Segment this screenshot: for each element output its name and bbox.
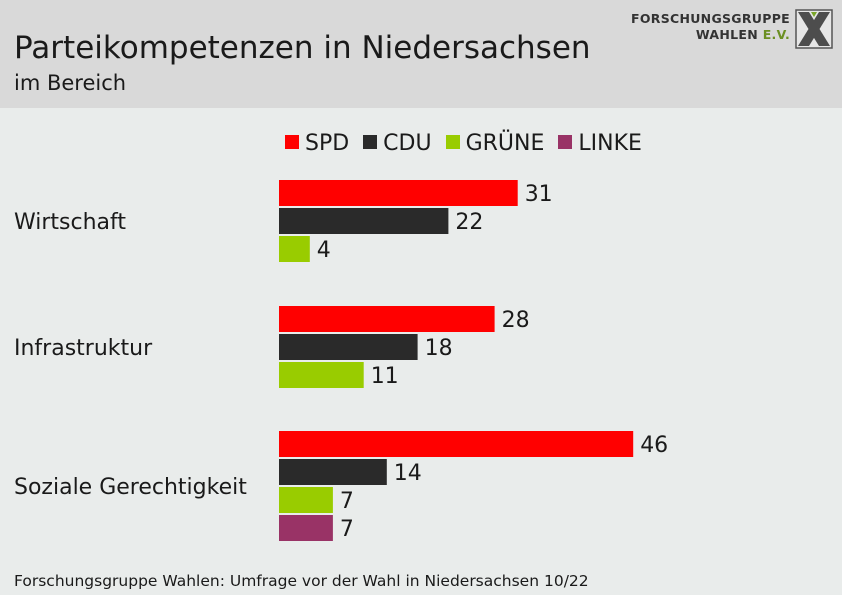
logo-mark-icon <box>795 9 833 49</box>
bar-grüne-1 <box>279 362 364 388</box>
category-label: Soziale Gerechtigkeit <box>14 475 247 500</box>
header-band: Parteikompetenzen in Niedersachsen im Be… <box>0 0 842 108</box>
category-label: Infrastruktur <box>14 336 153 361</box>
logo-line2-main: WAHLEN <box>695 27 763 42</box>
chart-subtitle: im Bereich <box>14 71 127 95</box>
legend-label: LINKE <box>578 131 642 156</box>
value-label: 4 <box>317 238 331 263</box>
logo-line2-suffix: E.V. <box>762 27 790 42</box>
legend-item-linke: LINKE <box>558 131 642 156</box>
legend-item-cdu: CDU <box>363 131 432 156</box>
bar-cdu-0 <box>279 208 449 234</box>
value-label: 7 <box>340 517 354 542</box>
bar-grüne-2 <box>279 487 333 513</box>
value-label: 18 <box>425 336 453 361</box>
legend-swatch <box>363 135 378 149</box>
value-label: 46 <box>640 433 668 458</box>
legend-label: CDU <box>383 131 432 156</box>
legend: SPD CDU GRÜNE LINKE <box>285 131 656 156</box>
value-label: 31 <box>525 182 553 207</box>
value-label: 22 <box>455 210 483 235</box>
bar-cdu-2 <box>279 459 387 485</box>
bar-spd-0 <box>279 180 518 206</box>
legend-label: GRÜNE <box>465 131 545 156</box>
legend-swatch <box>285 135 299 149</box>
legend-swatch <box>445 135 460 149</box>
value-label: 11 <box>371 364 399 389</box>
value-label: 28 <box>502 308 530 333</box>
legend-swatch <box>558 135 573 149</box>
bar-spd-1 <box>279 306 495 332</box>
category-label: Wirtschaft <box>14 210 126 235</box>
bar-spd-2 <box>279 431 634 457</box>
logo-line1: FORSCHUNGSGRUPPE <box>631 11 790 26</box>
logo-line2: WAHLEN E.V. <box>631 27 790 43</box>
source-note: Forschungsgruppe Wahlen: Umfrage vor der… <box>14 572 589 590</box>
legend-item-grüne: GRÜNE <box>445 131 545 156</box>
chart-title: Parteikompetenzen in Niedersachsen <box>14 30 591 66</box>
logo-text: FORSCHUNGSGRUPPE WAHLEN E.V. <box>631 11 790 43</box>
bar-cdu-1 <box>279 334 418 360</box>
bar-grüne-0 <box>279 236 310 262</box>
bar-linke-2 <box>279 515 333 541</box>
value-label: 14 <box>394 461 422 486</box>
legend-label: SPD <box>305 131 350 156</box>
legend-item-spd: SPD <box>285 131 349 156</box>
value-label: 7 <box>340 489 354 514</box>
